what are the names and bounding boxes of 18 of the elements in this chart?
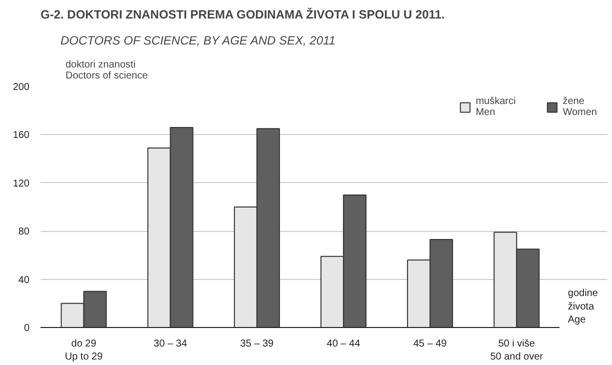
y-tick-label: 40 [18,274,30,286]
chart-subtitle: DOCTORS OF SCIENCE, BY AGE AND SEX, 2011 [60,34,336,48]
x-axis-title: godine života Age [568,288,598,326]
x-tick-label: 35 – 39 [240,338,274,350]
x-tick-label: 50 i više 50 and over [490,338,544,363]
chart-title: G-2. DOKTORI ZNANOSTI PREMA GODINAMA ŽIVOTA I SPOLU U 2011. [40,8,445,22]
y-tick-label: 80 [18,226,30,238]
y-tick-label: 160 [12,130,30,142]
legend-label: muškarci Men [476,96,516,118]
y-tick-label: 120 [12,178,30,190]
y-tick-label: 200 [12,82,30,93]
x-tick-label: 45 – 49 [413,338,448,350]
y-axis-title: doktori znanosti Doctors of science [66,60,148,82]
x-tick-label: 40 – 44 [326,338,361,350]
legend-label: žene Women [562,96,597,118]
x-tick-label: 30 – 34 [154,338,188,350]
x-tick-label: do 29 Up to 29 [64,338,104,363]
y-tick-label: 0 [24,323,30,334]
